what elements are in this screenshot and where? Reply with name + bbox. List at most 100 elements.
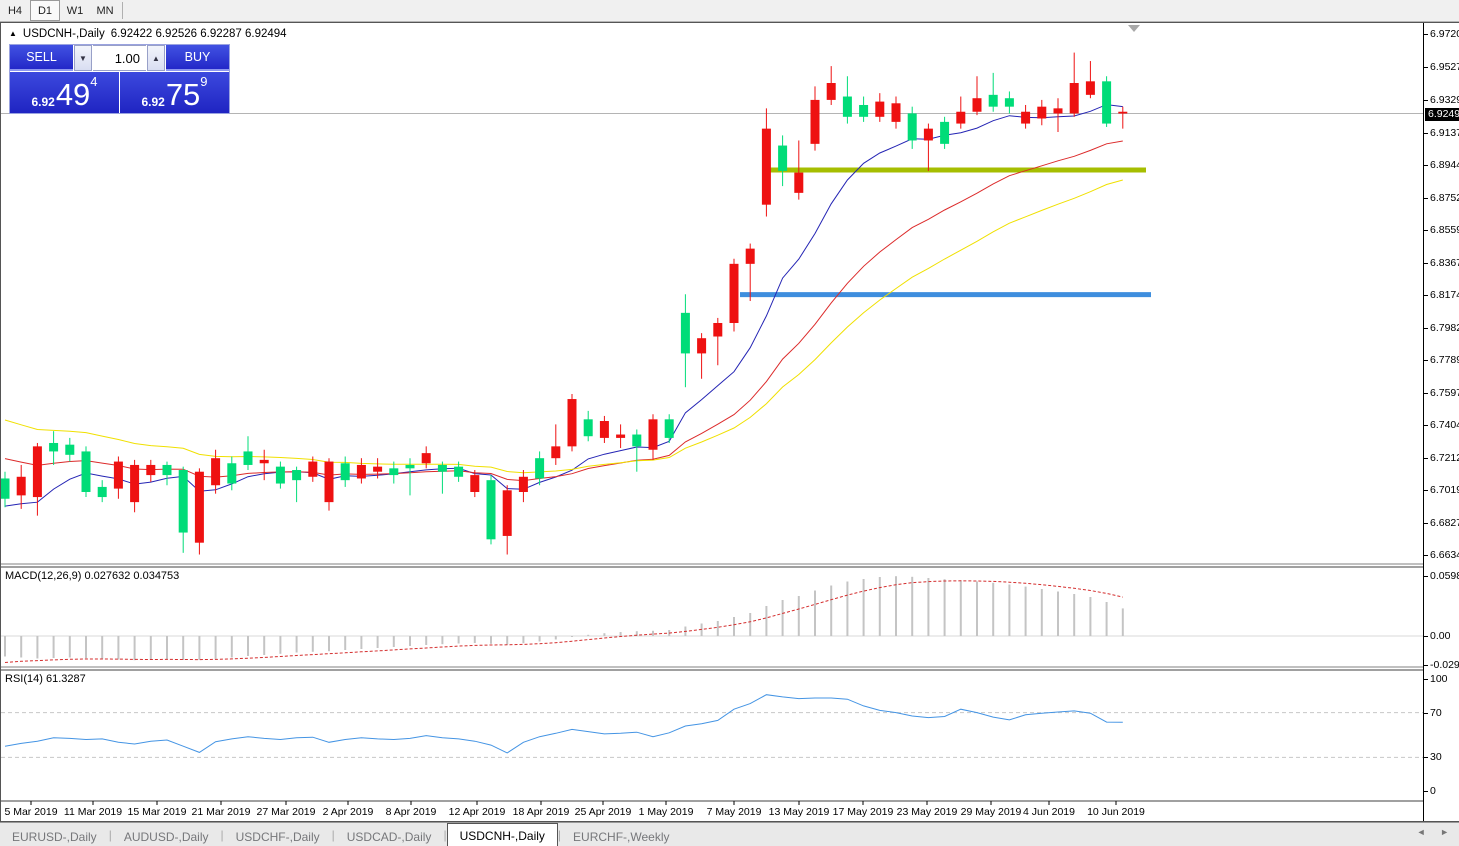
tab-audusd-daily[interactable]: AUDUSD-,Daily [123,829,209,844]
symbol-title: USDCNH-,Daily [22,28,105,40]
candle-body [1102,81,1112,124]
candle-body [1118,111,1128,114]
sell-price-prefix: 6.92 [31,95,55,109]
date-label: 1 May 2019 [639,806,694,818]
candle-body [1021,111,1031,124]
tab-eurchf-weekly[interactable]: EURCHF-,Weekly [573,829,670,844]
buy-price-big: 75 [165,77,201,112]
tab-separator: | [557,828,562,842]
candle-body [292,470,302,481]
candle-body [486,480,496,540]
rsi-axis-label: 70 [1424,707,1442,719]
candle-body [1004,98,1014,107]
chart-window: 5 Mar 2019 11 Mar 2019 15 Mar 2019 21 Mar 2… [0,22,1459,822]
price-axis-label: 6.91370 [1424,127,1459,139]
candle-body [988,94,998,107]
price-axis-label: 6.66345 [1424,550,1459,561]
rsi-axis-label: 30 [1424,752,1442,763]
candle-body [308,461,318,477]
candle-body [583,419,593,437]
timeframe-toolbar: H4 D1 W1 MN [0,0,1459,22]
tab-usdchf-daily[interactable]: USDCHF-,Daily [235,829,320,844]
date-label: 7 May 2019 [707,806,762,818]
price-axis-label: 6.95275 [1424,61,1459,73]
sell-price-button[interactable]: 6.92 49 4 [10,72,119,113]
candle-body [810,99,820,144]
chart-plot-area[interactable]: 5 Mar 2019 11 Mar 2019 15 Mar 2019 21 Mar 2… [1,23,1423,821]
candle-body [16,476,26,496]
price-axis-label: 6.74045 [1424,420,1459,431]
timeframe-button-w1[interactable]: W1 [66,4,84,17]
buy-button[interactable]: BUY [166,45,229,71]
date-label: 5 Mar 2019 [4,806,57,818]
price-axis-label: 6.83670 [1424,257,1459,269]
candle-body [243,451,253,465]
date-label: 25 Apr 2019 [575,806,632,818]
date-label: 29 May 2019 [961,806,1022,818]
candle-body [389,468,399,476]
tab-usdcad-daily[interactable]: USDCAD-,Daily [346,829,432,844]
candle-body [454,466,464,477]
candle-body [211,458,221,486]
ma-slow-yellow [4,179,1123,474]
sell-button[interactable]: SELL [10,45,73,71]
candle-body [778,145,788,171]
candle-body [324,461,334,503]
tab-usdcnh-daily[interactable]: USDCNH-,Daily [446,823,558,846]
date-label: 27 Mar 2019 [257,806,316,818]
candle-body [923,128,933,141]
date-label: 4 Jun 2019 [1023,806,1075,818]
date-label: 11 Mar 2019 [64,806,122,818]
candle-body [373,466,383,472]
candle-body [632,434,642,447]
tab-eurusd-daily[interactable]: EURUSD-,Daily [12,829,97,844]
candle-body [32,446,42,498]
candle-body [162,464,172,476]
price-axis-label: 6.97200 [1424,29,1459,40]
price-axis-label: 6.77895 [1424,355,1459,366]
tab-scroll-arrows[interactable]: ◄ ► [1416,827,1455,837]
timeframe-button-mn[interactable]: MN [96,4,114,17]
buy-price-button[interactable]: 6.92 75 9 [120,72,229,113]
candle-body [518,476,528,492]
volume-increase-button[interactable]: ▲ [147,45,165,71]
price-axis-label: 6.70195 [1424,485,1459,496]
candle-body [891,103,901,122]
buy-price-sup: 9 [200,74,208,89]
candle-body [227,463,237,484]
candle-body [713,322,723,337]
candle-body [729,263,739,323]
candle-body [1037,106,1047,119]
candle-body [130,464,140,503]
date-label: 10 Jun 2019 [1087,806,1145,818]
rsi-axis-label: 0 [1424,786,1436,797]
candle-body [146,464,156,476]
price-axis-label: 6.85595 [1424,225,1459,236]
candle-body [81,451,91,492]
tab-separator: | [220,828,224,842]
candle-body [97,486,107,498]
timeframe-button-d1[interactable]: D1 [30,0,60,21]
candle-body [470,475,480,492]
macd-signal-line [4,580,1123,663]
candle-body [680,312,690,354]
candle-body [972,98,982,112]
timeframe-button-h4[interactable]: H4 [7,4,23,17]
volume-decrease-button[interactable]: ▼ [74,45,92,71]
ohlc-values: 6.92422 6.92526 6.92287 6.92494 [110,28,287,40]
chart-shift-marker[interactable] [1128,25,1140,32]
volume-input[interactable] [93,45,146,71]
candle-body [907,113,917,141]
price-axis-label: 6.87520 [1424,192,1459,204]
oneclick-collapse-icon[interactable]: ▲ [9,29,17,38]
price-axis-label: 6.75970 [1424,387,1459,399]
date-label: 18 Apr 2019 [513,806,570,818]
candle-body [437,464,447,472]
candle-body [1053,108,1063,114]
candle-body [842,96,852,117]
candle-body [697,338,707,354]
candle-body [551,446,561,459]
candle-body [113,461,123,489]
